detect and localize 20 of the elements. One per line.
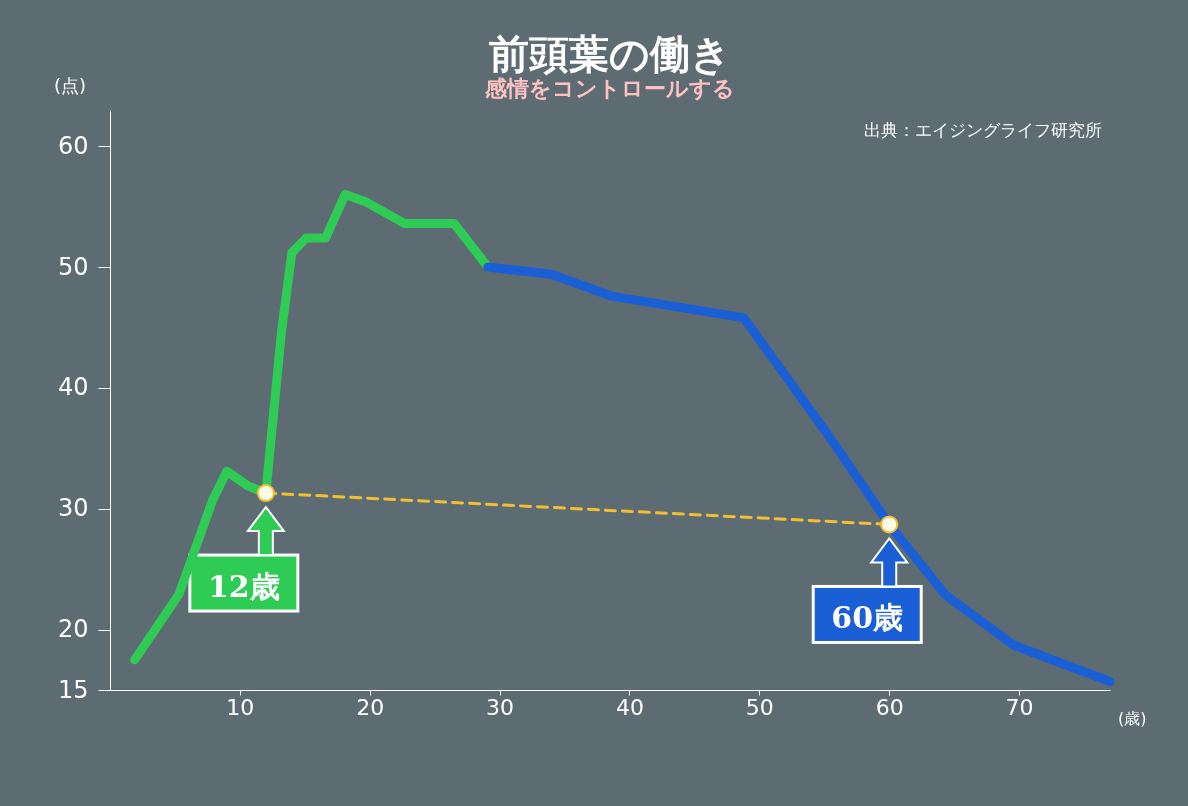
y-tick-label: 40: [57, 373, 89, 402]
y-tick-label: 30: [57, 494, 89, 523]
annotation: 60歳: [831, 600, 904, 636]
x-tick-label: 10: [226, 694, 255, 720]
y-tick-label: 15: [57, 675, 89, 704]
x-tick-label: 40: [615, 694, 644, 720]
y-tick-label: 50: [57, 252, 89, 281]
x-tick-label: 20: [356, 694, 385, 720]
chart-title: 前頭葉の働き: [489, 30, 731, 77]
annotation: 出典：エイジングライフ研究所: [864, 120, 1102, 140]
x-tick-label: 30: [486, 694, 515, 720]
y-tick-label: 20: [57, 615, 89, 644]
annotation: 12歳: [207, 569, 280, 605]
x-axis-title: (歳): [1118, 709, 1147, 728]
x-tick-label: 50: [745, 694, 774, 720]
y-axis-title: (点): [53, 75, 87, 96]
x-tick-label: 60: [875, 694, 904, 720]
x-tick-label: 70: [1005, 694, 1034, 720]
y-tick-label: 60: [57, 131, 89, 160]
chart-subtitle: 感情をコントロールする: [484, 76, 735, 101]
